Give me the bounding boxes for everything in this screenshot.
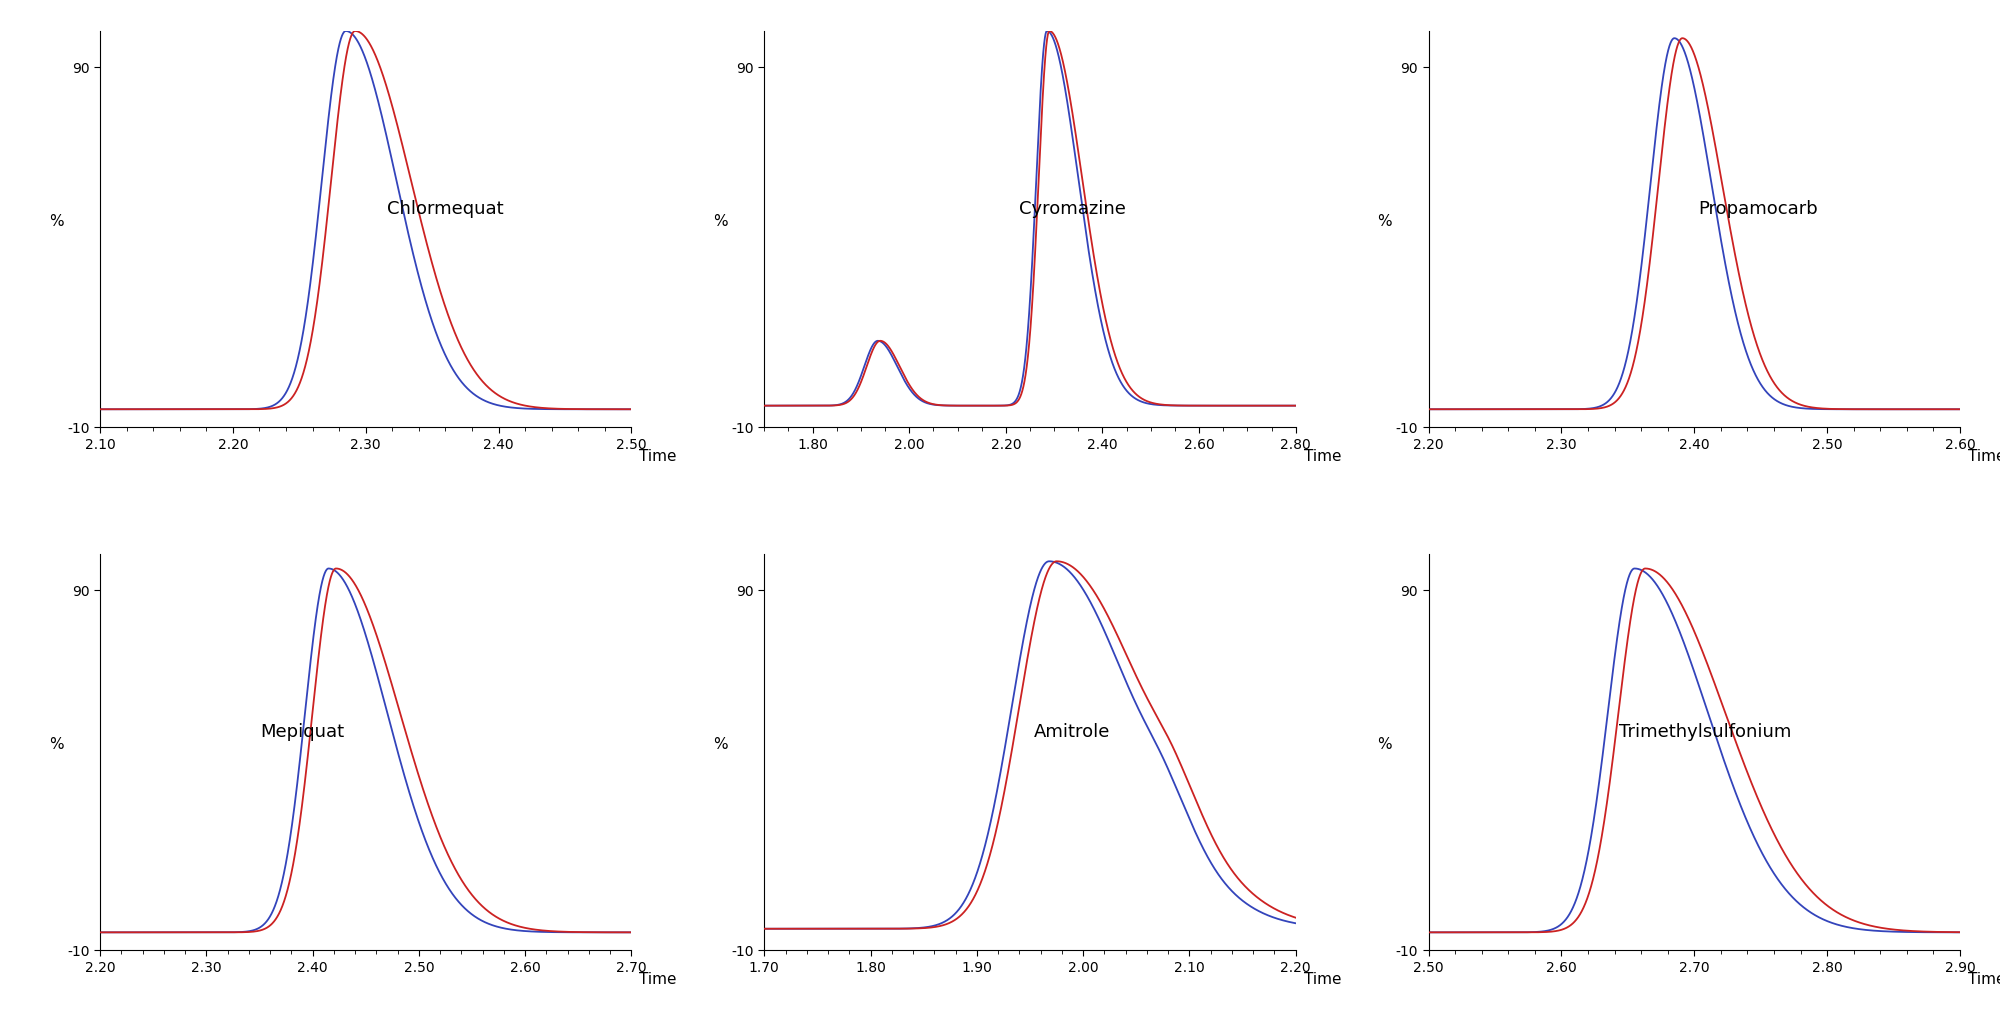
X-axis label: Time: Time: [1304, 972, 1342, 988]
X-axis label: Time: Time: [640, 449, 676, 464]
Text: Cyromazine: Cyromazine: [1020, 200, 1126, 218]
X-axis label: Time: Time: [1968, 449, 2000, 464]
X-axis label: Time: Time: [1968, 972, 2000, 988]
Y-axis label: %: %: [48, 214, 64, 229]
X-axis label: Time: Time: [1304, 449, 1342, 464]
Y-axis label: %: %: [1378, 214, 1392, 229]
Text: Chlormequat: Chlormequat: [388, 200, 504, 218]
Y-axis label: %: %: [712, 738, 728, 752]
Text: Mepiquat: Mepiquat: [260, 723, 344, 742]
Text: Amitrole: Amitrole: [1034, 723, 1110, 742]
Y-axis label: %: %: [48, 738, 64, 752]
X-axis label: Time: Time: [640, 972, 676, 988]
Y-axis label: %: %: [712, 214, 728, 229]
Text: Trimethylsulfonium: Trimethylsulfonium: [1618, 723, 1792, 742]
Text: Propamocarb: Propamocarb: [1698, 200, 1818, 218]
Y-axis label: %: %: [1378, 738, 1392, 752]
